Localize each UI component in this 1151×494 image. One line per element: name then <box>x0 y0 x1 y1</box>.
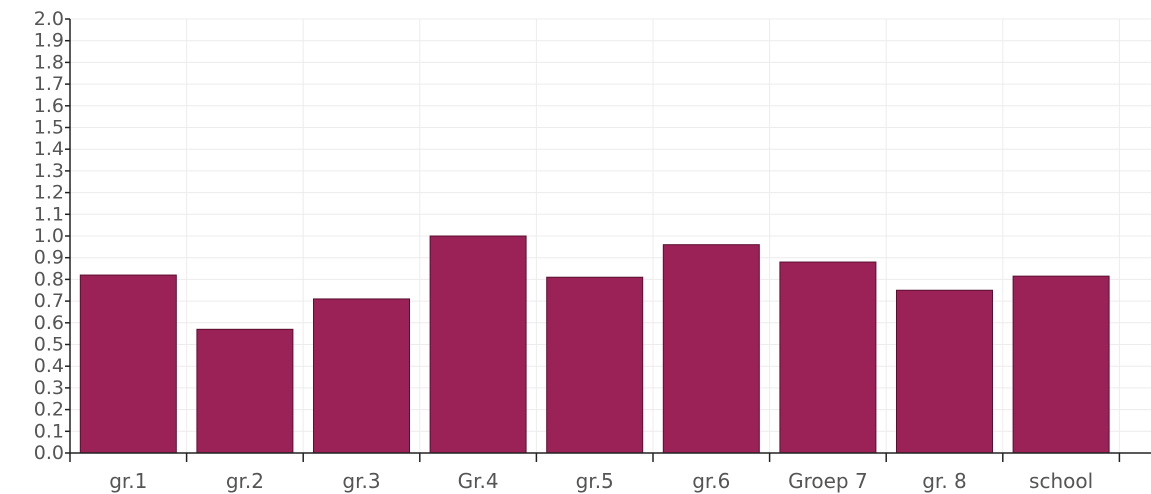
y-tick-label: 1.1 <box>34 203 64 225</box>
y-tick-label: 1.0 <box>34 225 64 247</box>
y-tick-label: 0.5 <box>34 334 64 356</box>
y-tick-label: 0.8 <box>34 268 64 290</box>
y-tick-label: 0.7 <box>34 290 64 312</box>
y-tick-label: 1.4 <box>34 138 64 160</box>
axes-layer <box>65 18 1151 462</box>
x-tick-label: Gr.4 <box>458 469 499 493</box>
labels-layer: 0.00.10.20.30.40.50.60.70.80.91.01.11.21… <box>34 8 1093 493</box>
x-tick-label: Groep 7 <box>788 469 868 493</box>
y-tick-label: 0.0 <box>34 442 64 464</box>
y-tick-label: 0.1 <box>34 420 64 442</box>
x-tick-label: gr. 8 <box>922 469 967 493</box>
x-tick-label: gr.3 <box>342 469 380 493</box>
y-tick-label: 2.0 <box>34 8 64 30</box>
y-tick-label: 1.5 <box>34 117 64 139</box>
bar-gr-1 <box>79 274 177 454</box>
bar-school <box>1012 275 1110 454</box>
bar-gr-3 <box>313 298 410 454</box>
bar-gr-2 <box>196 328 294 454</box>
y-tick-label: 1.6 <box>34 95 64 117</box>
y-tick-label: 1.7 <box>34 73 64 95</box>
y-tick-label: 1.2 <box>34 182 64 204</box>
y-tick-label: 1.9 <box>34 30 64 52</box>
x-tick-label: gr.2 <box>226 469 264 493</box>
y-tick-label: 0.4 <box>34 355 64 377</box>
bars-layer <box>79 235 1110 454</box>
bar-gr-6 <box>662 244 760 454</box>
y-tick-label: 0.6 <box>34 312 64 334</box>
bar-gr-4 <box>429 235 527 454</box>
y-tick-label: 1.8 <box>34 51 64 73</box>
y-tick-label: 0.2 <box>34 399 64 421</box>
x-tick-label: gr.6 <box>692 469 730 493</box>
x-tick-label: school <box>1029 469 1093 493</box>
bar-groep-7 <box>779 261 877 454</box>
x-tick-label: gr.5 <box>576 469 614 493</box>
y-tick-label: 1.3 <box>34 160 64 182</box>
bar-gr-5 <box>546 276 644 454</box>
x-tick-label: gr.1 <box>109 469 147 493</box>
grid-layer <box>70 18 1151 453</box>
y-tick-label: 0.9 <box>34 247 64 269</box>
bar-gr-8 <box>896 289 993 454</box>
y-tick-label: 0.3 <box>34 377 64 399</box>
